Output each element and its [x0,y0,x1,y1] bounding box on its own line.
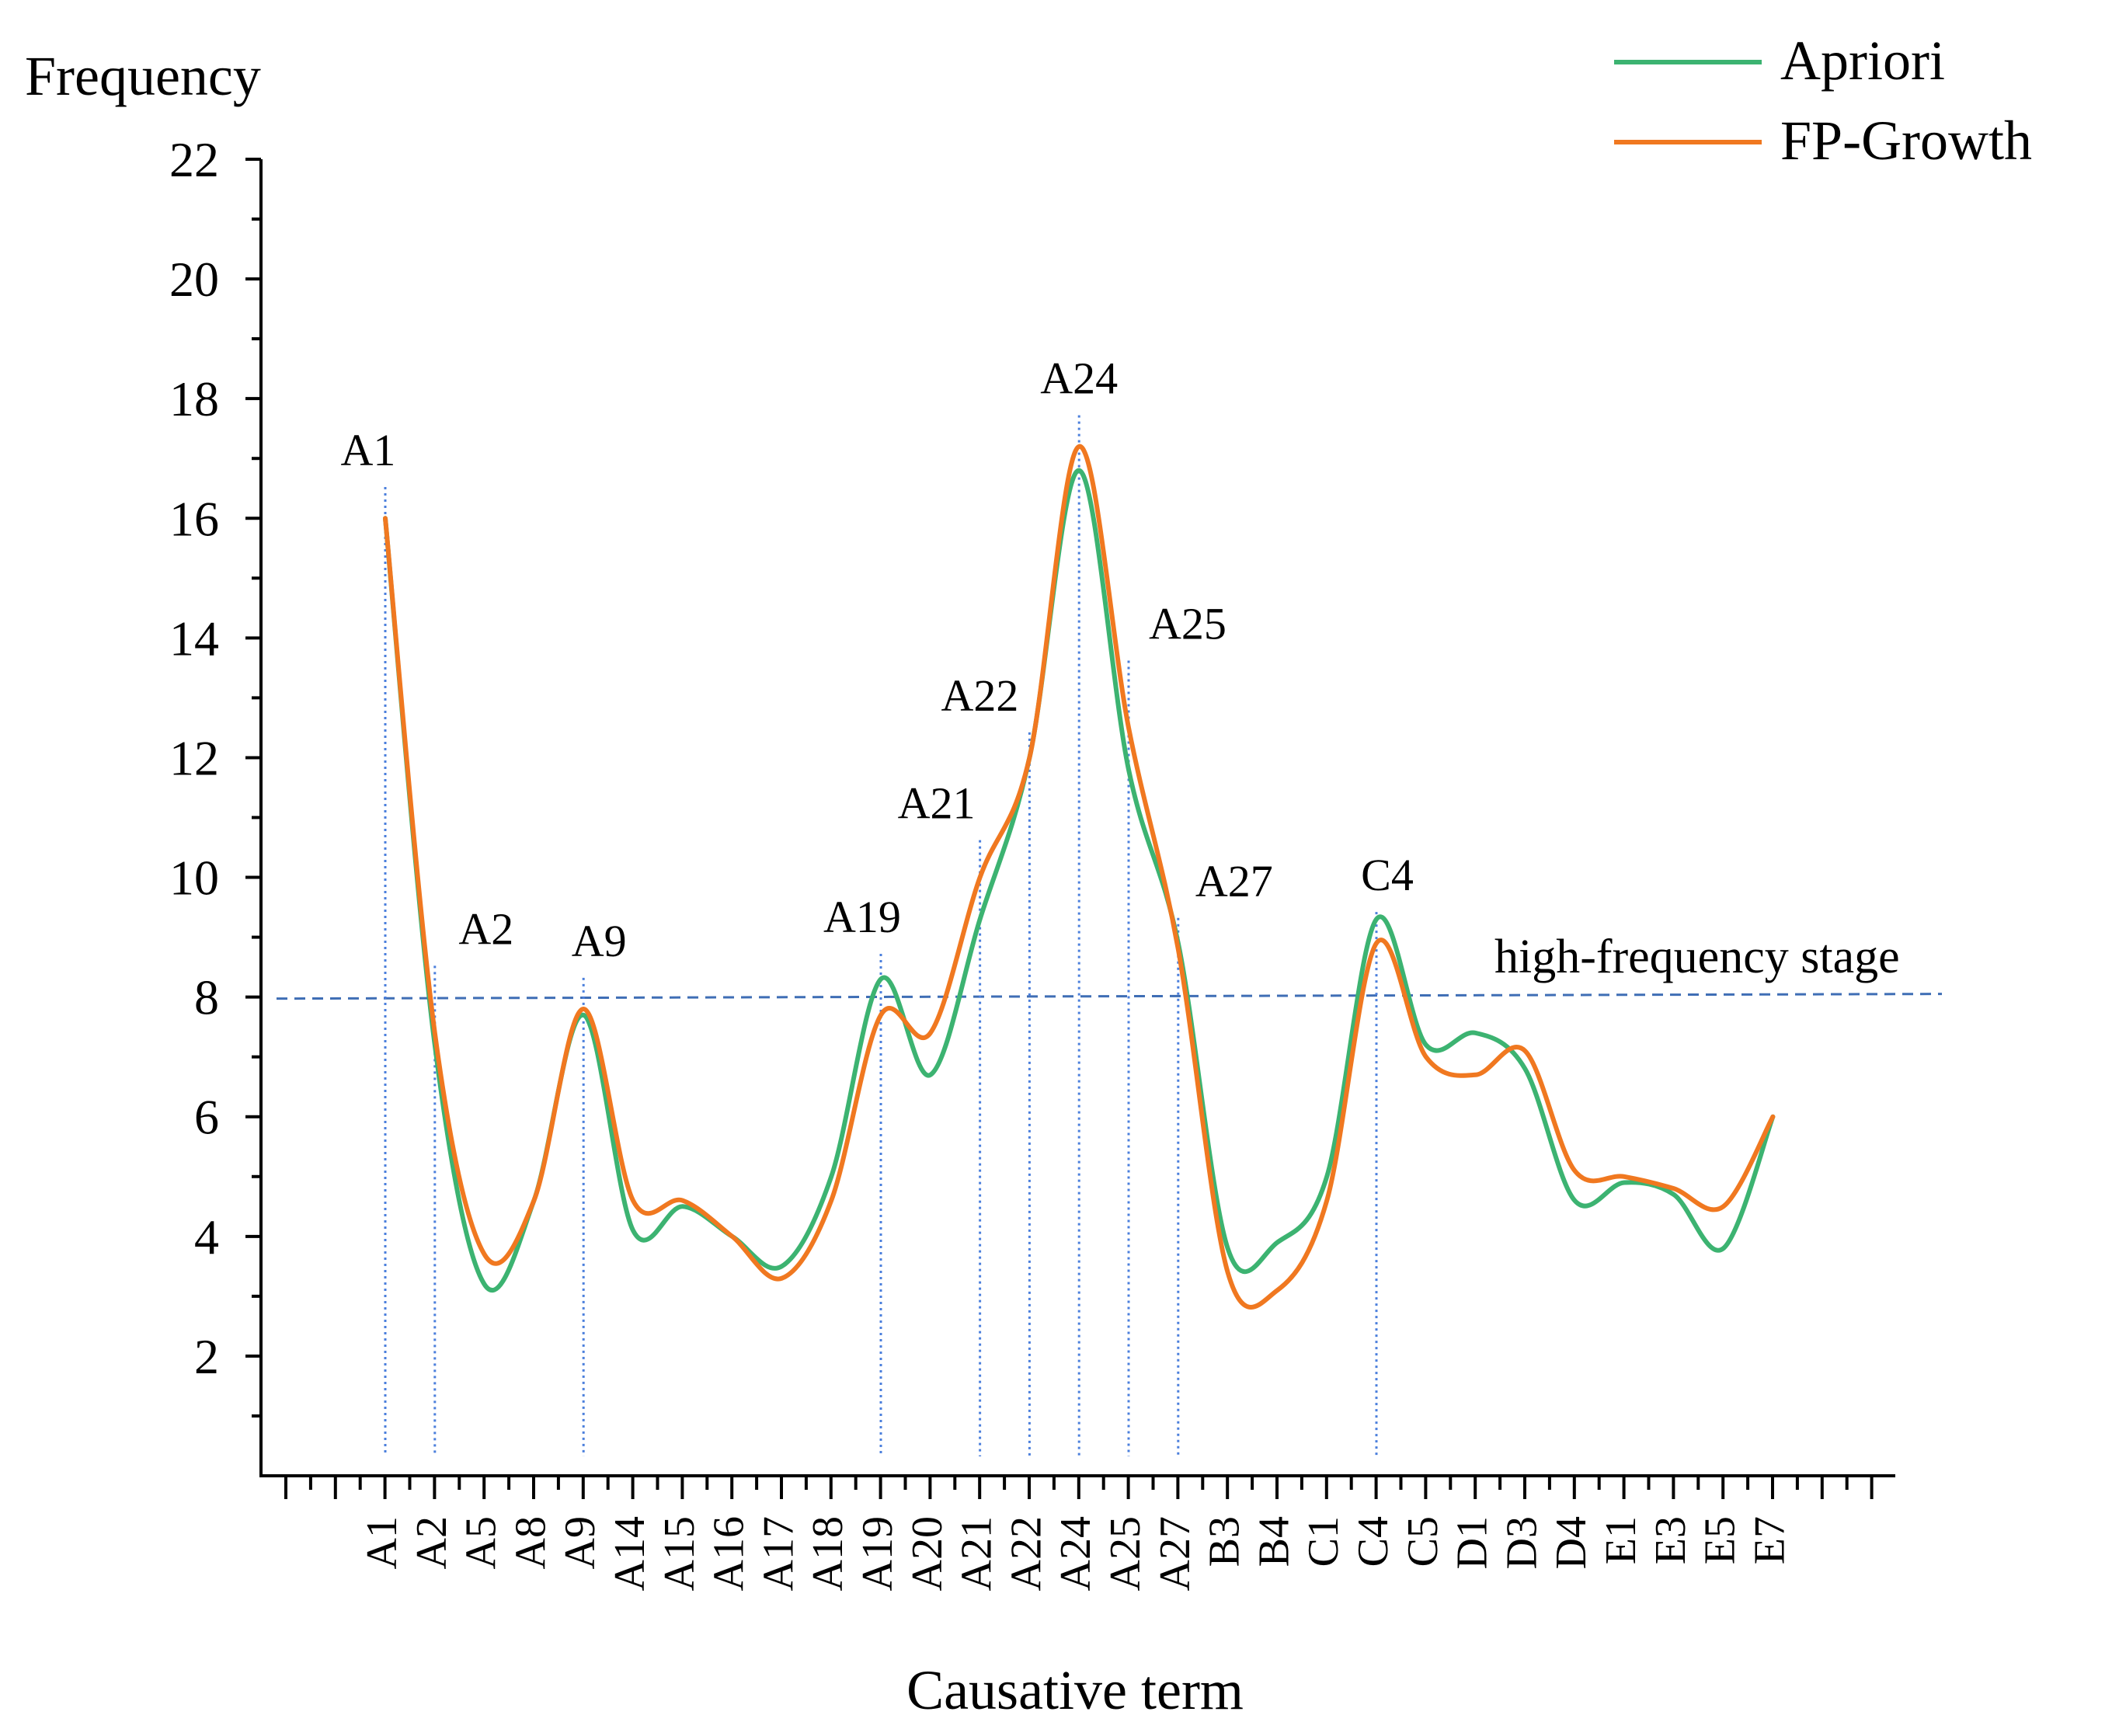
annotation-label: A27 [1195,856,1273,906]
threshold-label: high-frequency stage [1494,931,1900,983]
x-tick-label: A15 [656,1516,704,1591]
x-tick-label: E1 [1597,1516,1645,1564]
x-tick-label: A20 [903,1516,952,1591]
annotation-label: A9 [572,916,627,966]
x-tick-label: A17 [754,1516,802,1591]
x-tick-label: A19 [854,1516,902,1591]
y-tick-label: 14 [169,611,219,666]
x-tick-label: A18 [804,1516,852,1591]
x-tick-label: E7 [1745,1516,1794,1564]
x-tick-label: A1 [358,1516,406,1569]
y-tick-label: 20 [169,252,219,307]
y-tick-label: 22 [169,132,219,187]
x-tick-label: A16 [705,1516,753,1591]
x-tick-label: A22 [1002,1516,1050,1591]
x-tick-label: E5 [1696,1516,1745,1564]
legend-label-fp-growth: FP-Growth [1780,110,2032,172]
annotation-label: A19 [823,892,901,942]
legend: Apriori FP-Growth [1614,30,2032,172]
x-tick-label: A5 [458,1516,506,1569]
threshold-line [276,993,1943,1000]
x-tick-label: A2 [408,1516,456,1569]
x-tick-label: C5 [1399,1516,1447,1567]
annotation-label: A1 [341,425,396,475]
annotation-label: A24 [1040,353,1118,404]
y-tick-label: 10 [169,851,219,906]
x-tick-label: A24 [1052,1516,1100,1591]
x-tick-label: D1 [1449,1516,1497,1569]
annotation-label: C4 [1361,850,1414,900]
series-line-fp-growth [383,444,1776,1310]
y-tick-label: 2 [194,1329,219,1384]
x-axis-title: Causative term [906,1659,1244,1721]
x-tick-label: C1 [1300,1516,1348,1567]
x-tick-label: A25 [1101,1516,1150,1591]
x-tick-label: D3 [1498,1516,1546,1569]
annotation-label: A21 [898,778,976,829]
x-tick-label: C4 [1349,1516,1397,1567]
x-tick-label: A27 [1151,1516,1199,1591]
y-tick-label: 16 [169,491,219,546]
y-tick-label: 12 [169,730,219,785]
x-tick-label: D4 [1547,1516,1595,1569]
x-tick-label: E3 [1647,1516,1695,1564]
y-tick-label: 6 [194,1090,219,1145]
x-tick-label: B3 [1201,1516,1249,1567]
x-tick-label: A8 [506,1516,555,1569]
y-tick-label: 8 [194,970,219,1025]
x-tick-label: A9 [556,1516,604,1569]
y-tick-label: 18 [169,371,219,426]
legend-label-apriori: Apriori [1780,30,1945,92]
annotation-label: A25 [1149,598,1227,649]
x-tick-label: B4 [1250,1516,1298,1567]
y-tick-label: 4 [194,1209,219,1265]
y-axis-title: Frequency [25,45,261,107]
x-tick-label: A21 [953,1516,1001,1591]
annotation-label: A22 [941,670,1018,721]
annotation-label: A2 [458,903,513,954]
x-tick-label: A14 [606,1516,654,1591]
